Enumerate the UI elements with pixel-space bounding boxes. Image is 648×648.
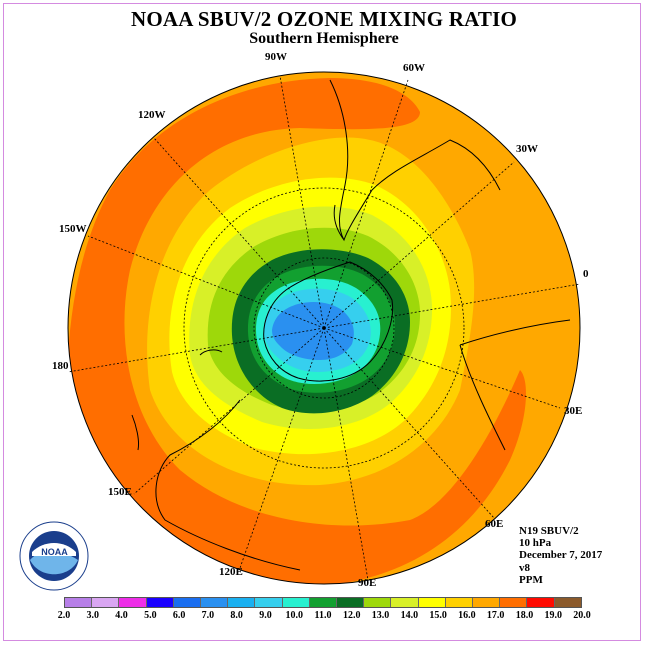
lon-label-120e: 120E (219, 566, 243, 578)
colorbar-tick-label: 15.0 (429, 610, 447, 621)
colorbar-tick-label: 16.0 (458, 610, 476, 621)
colorbar-tick-label: 14.0 (400, 610, 419, 621)
info-version: v8 (519, 561, 530, 574)
lon-label-150e: 150E (108, 486, 132, 498)
colorbar-tick-label: 11.0 (314, 610, 332, 621)
colorbar-segment (337, 598, 365, 607)
graticule (67, 75, 581, 581)
colorbar-segment (364, 598, 392, 607)
colorbar (64, 597, 582, 608)
colorbar-tick-label: 17.0 (486, 610, 505, 621)
coastlines (131, 79, 571, 571)
colorbar-tick-label: 13.0 (371, 610, 390, 621)
colorbar-segment (309, 598, 338, 607)
colorbar-segment (473, 598, 501, 607)
lon-label-90e: 90E (358, 577, 377, 589)
coast-south-america (329, 79, 501, 242)
colorbar-segment (173, 598, 202, 607)
meridian-lines (67, 75, 581, 581)
lon-label-150w: 150W (59, 223, 87, 235)
colorbar-tick-label: 10.0 (285, 610, 303, 621)
colorbar-segment (92, 598, 120, 607)
lon-label-120w: 120W (138, 109, 166, 121)
latitude-circle-30s (183, 187, 465, 469)
coast-australia (155, 399, 301, 571)
info-units: PPM (519, 573, 543, 586)
coast-new-zealand (131, 349, 223, 451)
map-subtitle: Southern Hemisphere (249, 30, 399, 47)
colorbar-segment (527, 598, 555, 607)
band-7-8 (272, 302, 354, 360)
colorbar-segment (255, 598, 283, 607)
colorbar-tick-label: 7.0 (201, 610, 215, 621)
lon-label-0: 0 (583, 268, 589, 280)
colorbar-segment (146, 598, 174, 607)
colorbar-segment (500, 598, 528, 607)
lon-label-90w: 90W (265, 51, 287, 63)
colorbar-tick-label: 18.0 (515, 610, 534, 621)
colorbar-tick-label: 12.0 (343, 610, 361, 621)
colorbar-segment (228, 598, 256, 607)
colorbar-tick-label: 5.0 (144, 610, 157, 621)
map-title: NOAA SBUV/2 OZONE MIXING RATIO (131, 7, 517, 31)
noaa-logo (19, 521, 89, 591)
colorbar-tick-label: 6.0 (172, 610, 186, 621)
noaa-logo-label: NOAA (41, 547, 68, 557)
globe-outline (67, 71, 581, 585)
info-date: December 7, 2017 (519, 549, 603, 562)
lon-label-60e: 60E (485, 518, 504, 530)
lon-label-30w: 30W (516, 143, 538, 155)
colorbar-tick-label: 4.0 (115, 610, 128, 621)
colorbar-ticks: 2.0 3.0 4.0 5.0 6.0 7.0 8.0 9.0 10.0 11.0 12.0 13.0… (0, 610, 648, 624)
colorbar-segment (391, 598, 419, 607)
noaa-logo-text: NOAA (18, 520, 90, 592)
colorbar-segment (65, 598, 93, 607)
colorbar-segment (554, 598, 581, 607)
latitude-circle-60s (253, 257, 395, 399)
colorbar-segment (119, 598, 147, 607)
info-block: N19 SBUV/2 10 hPa December 7, 2017 v8 PP… (519, 525, 602, 586)
colorbar-tick-label: 20.0 (573, 610, 591, 621)
image-frame (3, 3, 641, 641)
lon-label-180: 180 (52, 360, 69, 372)
colorbar-tick-label: 9.0 (259, 610, 272, 621)
info-satellite: N19 SBUV/2 (519, 525, 579, 537)
colorbar-segment (445, 598, 474, 607)
lon-label-60w: 60W (403, 62, 425, 74)
colorbar-tick-label: 8.0 (230, 610, 243, 621)
colorbar-segment (201, 598, 229, 607)
info-level: 10 hPa (519, 537, 552, 550)
colorbar-tick-label: 3.0 (86, 610, 100, 621)
colorbar-segment (282, 598, 310, 607)
colorbar-tick-label: 2.0 (57, 610, 71, 621)
colorbar-tick-label: 19.0 (544, 610, 562, 621)
colorbar-segment (418, 598, 446, 607)
coast-antarctica (263, 261, 394, 382)
coast-africa (459, 319, 571, 451)
lon-label-30e: 30E (564, 405, 583, 417)
